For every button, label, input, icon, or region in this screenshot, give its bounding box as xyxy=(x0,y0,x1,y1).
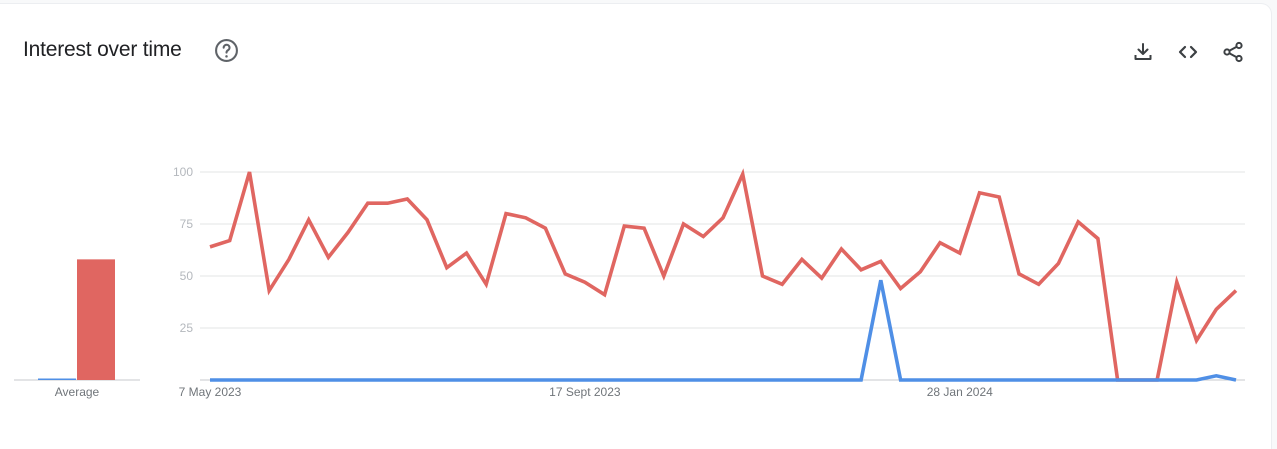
average-chart: Average xyxy=(14,259,140,399)
help-circle-icon[interactable] xyxy=(214,38,239,63)
average-bar xyxy=(77,259,115,380)
x-tick-label: 7 May 2023 xyxy=(179,385,242,399)
embed-code-icon[interactable] xyxy=(1176,40,1200,64)
y-tick-label: 100 xyxy=(173,165,193,179)
x-tick-label: 17 Sept 2023 xyxy=(549,385,621,399)
series-line-red xyxy=(209,168,1238,382)
y-tick-label: 75 xyxy=(180,217,194,231)
average-label: Average xyxy=(55,385,100,399)
share-icon[interactable] xyxy=(1221,40,1245,64)
y-tick-label: 50 xyxy=(180,269,194,283)
x-tick-label: 28 Jan 2024 xyxy=(927,385,993,399)
y-tick-label: 25 xyxy=(180,321,194,335)
download-icon[interactable] xyxy=(1131,40,1155,64)
series-line-blue xyxy=(210,279,1237,382)
chart-title: Interest over time xyxy=(23,38,182,61)
average-bar xyxy=(38,378,76,380)
